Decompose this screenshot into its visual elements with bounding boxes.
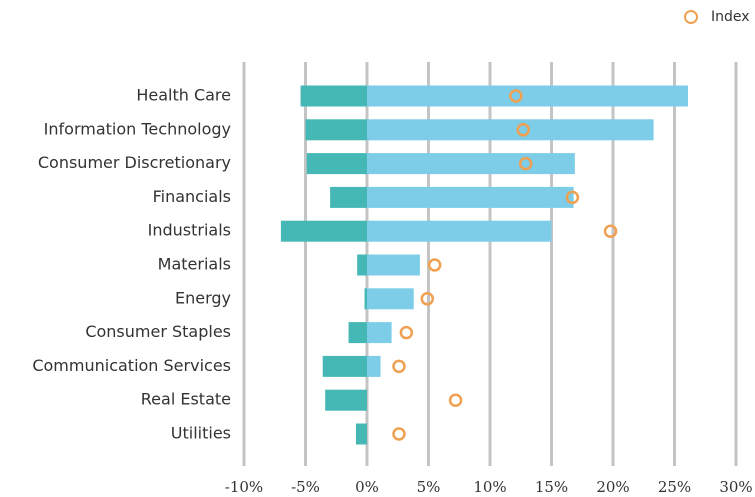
bar bbox=[367, 119, 654, 141]
y-tick-label: Real Estate bbox=[141, 390, 231, 409]
bar bbox=[367, 85, 689, 107]
bar bbox=[306, 153, 367, 175]
index-marker bbox=[603, 224, 618, 238]
y-tick-label: Health Care bbox=[136, 86, 231, 105]
index-marker bbox=[392, 359, 406, 374]
index-marker bbox=[427, 258, 442, 272]
bar bbox=[355, 423, 367, 445]
bar bbox=[367, 288, 414, 310]
x-tick-label: 15% bbox=[535, 478, 568, 496]
bar bbox=[367, 220, 552, 242]
bar bbox=[300, 85, 367, 107]
x-tick-label: 10% bbox=[473, 478, 506, 496]
y-tick-label: Communication Services bbox=[32, 356, 231, 375]
y-tick-label: Industrials bbox=[148, 221, 231, 240]
bar bbox=[305, 119, 367, 141]
index-marker bbox=[565, 190, 580, 205]
bar bbox=[322, 355, 367, 377]
y-tick-label: Consumer Staples bbox=[85, 322, 231, 341]
bar bbox=[330, 186, 367, 208]
x-tick-label: -10% bbox=[225, 478, 263, 496]
bar bbox=[357, 254, 367, 276]
y-tick-label: Utilities bbox=[171, 424, 231, 443]
index-marker bbox=[518, 156, 533, 171]
index-marker bbox=[516, 123, 530, 137]
index-marker bbox=[392, 427, 406, 441]
x-tick-label: 25% bbox=[658, 478, 691, 496]
x-tick-label: 0% bbox=[355, 478, 379, 496]
index-marker bbox=[509, 89, 523, 103]
bar bbox=[364, 288, 367, 310]
bar bbox=[367, 186, 574, 208]
x-tick-label: 20% bbox=[596, 478, 629, 496]
bar bbox=[367, 254, 420, 276]
y-tick-label: Financials bbox=[153, 187, 231, 206]
bar bbox=[348, 322, 367, 344]
legend-label: Index bbox=[711, 9, 750, 25]
bar bbox=[367, 355, 381, 377]
index-marker bbox=[399, 325, 414, 340]
index-marker bbox=[448, 393, 463, 407]
bar bbox=[280, 220, 367, 242]
x-tick-label: 5% bbox=[417, 478, 441, 496]
legend-marker bbox=[684, 10, 698, 24]
bar bbox=[367, 322, 392, 344]
y-tick-label: Information Technology bbox=[44, 119, 231, 138]
y-tick-label: Materials bbox=[158, 255, 231, 274]
y-tick-label: Energy bbox=[175, 288, 231, 307]
y-tick-label: Consumer Discretionary bbox=[38, 153, 231, 172]
bar bbox=[325, 389, 367, 411]
index-marker bbox=[420, 292, 435, 306]
x-tick-label: -5% bbox=[291, 478, 320, 496]
bar bbox=[367, 153, 575, 175]
x-tick-label: 30% bbox=[719, 478, 752, 496]
